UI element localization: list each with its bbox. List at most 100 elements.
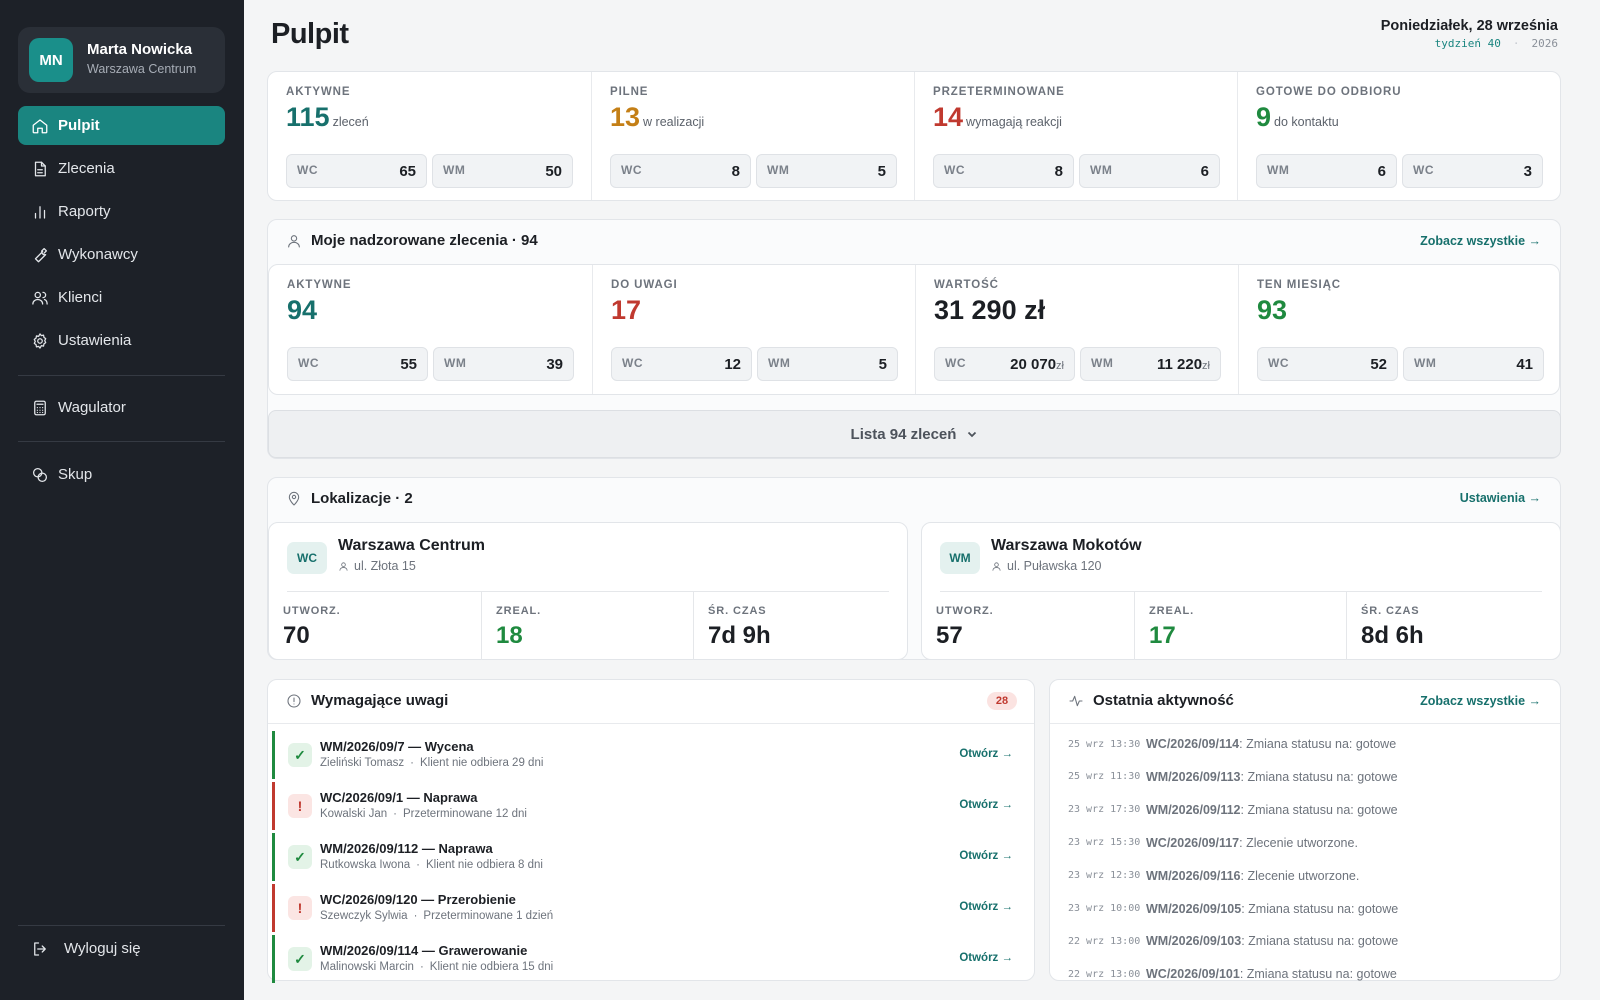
stat-value: 115 zleceń xyxy=(286,102,369,133)
sidebar-item-ustawienia[interactable]: Ustawienia xyxy=(18,321,225,360)
pill-key: WM xyxy=(1267,163,1290,177)
pill-value: 5 xyxy=(877,163,886,180)
sidebar-item-wagulator[interactable]: Wagulator xyxy=(18,388,225,427)
activity-order-id[interactable]: WM/2026/09/113 xyxy=(1146,769,1241,784)
bar-chart-icon xyxy=(34,205,46,219)
user-card[interactable]: MN Marta Nowicka Warszawa Centrum xyxy=(18,27,225,93)
stat-unit: do kontaktu xyxy=(1274,115,1339,129)
open-order-link[interactable]: Otwórz → xyxy=(959,901,1013,913)
divider xyxy=(287,591,889,592)
pill-key: WC xyxy=(1268,356,1289,370)
client-name: Malinowski Marcin xyxy=(320,961,414,973)
sidebar-item-wykonawcy[interactable]: Wykonawcy xyxy=(18,235,225,274)
supervised-stat-1[interactable]: AKTYWNE 94 WC 55 WM 39 xyxy=(269,265,592,394)
location-stat-label: UTWORZ. xyxy=(283,605,341,617)
order-note: Przeterminowane 12 dni xyxy=(402,808,527,820)
document-icon xyxy=(34,161,46,176)
location-pill: WC 55 xyxy=(287,347,428,381)
attention-row[interactable]: ✓ WM/2026/09/7 — Wycena Zieliński Tomasz · K… xyxy=(272,731,1027,779)
location-stat-label: ŚR. CZAS xyxy=(1361,605,1420,617)
open-order-link[interactable]: Otwórz → xyxy=(959,748,1013,760)
logout-label: Wyloguj się xyxy=(64,940,141,957)
stat-number: 14 xyxy=(933,102,964,132)
user-icon xyxy=(288,234,300,248)
pill-key: WC xyxy=(1413,163,1434,177)
attention-row[interactable]: ✓ WM/2026/09/114 — Grawerowanie Malinowski… xyxy=(272,935,1027,983)
check-icon: ✓ xyxy=(288,947,312,971)
stat-label: TEN MIESIĄC xyxy=(1257,279,1342,291)
activity-row[interactable]: 22 wrz 13:00 WM/2026/09/103: Zmiana statu… xyxy=(1068,931,1548,951)
pill-key: WC xyxy=(298,356,319,370)
activity-order-id[interactable]: WM/2026/09/116 xyxy=(1146,868,1241,883)
exclamation-icon: ! xyxy=(288,794,312,818)
see-all-activity-link[interactable]: Zobacz wszystkie → xyxy=(1420,694,1541,708)
location-card-wm[interactable]: WM Warszawa Mokotów ul. Puławska 120 UTWORZ… xyxy=(921,522,1561,660)
attention-row[interactable]: ! WC/2026/09/1 — Naprawa Kowalski Jan · Prze… xyxy=(272,782,1027,830)
orders-list-label: Lista 94 zleceń xyxy=(850,425,957,443)
activity-order-id[interactable]: WC/2026/09/117 xyxy=(1146,835,1240,850)
supervised-stat-3[interactable]: WARTOŚĆ 31 290 zł WC 20 070zł WM 11 220zł xyxy=(915,265,1238,394)
activity-row[interactable]: 25 wrz 11:30 WM/2026/09/113: Zmiana statu… xyxy=(1068,767,1548,787)
summary-stat-3[interactable]: PRZETERMINOWANE 14 wymagają reakcji WC 8 WM 6 xyxy=(914,72,1237,200)
location-stat-label: UTWORZ. xyxy=(936,605,994,617)
open-order-link[interactable]: Otwórz → xyxy=(959,799,1013,811)
week-label: tydzień 40 · 2026 xyxy=(1434,37,1558,50)
user-icon xyxy=(339,561,348,571)
stat-number: 9 xyxy=(1256,102,1272,132)
summary-stat-1[interactable]: AKTYWNE 115 zleceń WC 65 WM 50 xyxy=(268,72,591,200)
activity-order-id[interactable]: WM/2026/09/112 xyxy=(1146,802,1241,817)
address-text: ul. Złota 15 xyxy=(354,559,416,573)
stat-label: PRZETERMINOWANE xyxy=(933,86,1065,98)
activity-timestamp: 23 wrz 12:30 xyxy=(1068,870,1141,882)
activity-row[interactable]: 23 wrz 12:30 WM/2026/09/116: Zlecenie utw… xyxy=(1068,866,1548,886)
order-title: WC/2026/09/120 — Przerobienie xyxy=(320,892,516,907)
check-icon: ✓ xyxy=(288,743,312,767)
open-order-link[interactable]: Otwórz → xyxy=(959,850,1013,862)
stat-number: 13 xyxy=(610,102,641,132)
activity-timestamp: 25 wrz 13:30 xyxy=(1068,738,1141,750)
coins-icon xyxy=(32,467,48,482)
logout-button[interactable]: Wyloguj się xyxy=(18,929,225,968)
activity-row[interactable]: 23 wrz 10:00 WM/2026/09/105: Zmiana statu… xyxy=(1068,899,1548,919)
activity-order-id[interactable]: WM/2026/09/105 xyxy=(1146,901,1242,916)
pill-value: 12 xyxy=(724,356,741,373)
location-code-badge: WC xyxy=(287,542,327,574)
pill-amount: 12 xyxy=(724,356,741,373)
sidebar-item-zlecenia[interactable]: Zlecenia xyxy=(18,149,225,188)
activity-row[interactable]: 23 wrz 15:30 WC/2026/09/117: Zlecenie utw… xyxy=(1068,833,1548,853)
activity-order-id[interactable]: WC/2026/09/114 xyxy=(1146,737,1240,751)
location-stat-value: 18 xyxy=(496,622,523,649)
attention-row[interactable]: ✓ WM/2026/09/112 — Naprawa Rutkowska Iwona… xyxy=(272,833,1027,881)
sidebar-item-skup[interactable]: Skup xyxy=(18,455,225,494)
activity-row[interactable]: 23 wrz 17:30 WM/2026/09/112: Zmiana statu… xyxy=(1068,800,1548,820)
location-code-badge: WM xyxy=(940,542,980,574)
orders-list-toggle[interactable]: Lista 94 zleceń xyxy=(268,410,1561,458)
attention-heading: Wymagające uwagi xyxy=(286,692,448,709)
page-title: Pulpit xyxy=(271,18,349,50)
summary-stat-2[interactable]: PILNE 13 w realizacji WC 8 WM 5 xyxy=(591,72,914,200)
pill-currency: zł xyxy=(1056,360,1064,372)
sidebar-item-klienci[interactable]: Klienci xyxy=(18,278,225,317)
activity-text: : Zmiana statusu na: gotowe xyxy=(1241,901,1399,916)
supervised-stat-4[interactable]: TEN MIESIĄC 93 WC 52 WM 41 xyxy=(1238,265,1561,394)
sidebar-divider xyxy=(18,441,225,442)
summary-stat-4[interactable]: GOTOWE DO ODBIORU 9 do kontaktu WM 6 WC 3 xyxy=(1237,72,1560,200)
activity-text: : Zmiana statusu na: gotowe xyxy=(1239,737,1397,751)
activity-order-id[interactable]: WM/2026/09/103 xyxy=(1146,934,1242,949)
sidebar-item-pulpit[interactable]: Pulpit xyxy=(18,106,225,145)
stat-label: GOTOWE DO ODBIORU xyxy=(1256,86,1402,98)
location-card-wc[interactable]: WC Warszawa Centrum ul. Złota 15 UTWORZ. 70 Z… xyxy=(268,522,908,660)
see-all-supervised-link[interactable]: Zobacz wszystkie → xyxy=(1420,234,1541,248)
locations-settings-link[interactable]: Ustawienia → xyxy=(1459,491,1541,505)
supervised-stat-2[interactable]: DO UWAGI 17 WC 12 WM 5 xyxy=(592,265,915,394)
activity-row[interactable]: 25 wrz 13:30 WC/2026/09/114: Zmiana statu… xyxy=(1068,734,1548,754)
attention-row[interactable]: ! WC/2026/09/120 — Przerobienie Szewczyk S… xyxy=(272,884,1027,932)
location-address: ul. Puławska 120 xyxy=(991,559,1102,573)
pill-amount: 39 xyxy=(546,356,563,373)
open-order-link[interactable]: Otwórz → xyxy=(959,952,1013,964)
location-pill: WC 8 xyxy=(610,154,751,188)
home-icon xyxy=(32,118,48,133)
sidebar-item-raporty[interactable]: Raporty xyxy=(18,192,225,231)
activity-order-id[interactable]: WC/2026/09/101 xyxy=(1146,967,1240,982)
activity-row[interactable]: 22 wrz 13:00 WC/2026/09/101: Zmiana statu… xyxy=(1068,964,1548,984)
